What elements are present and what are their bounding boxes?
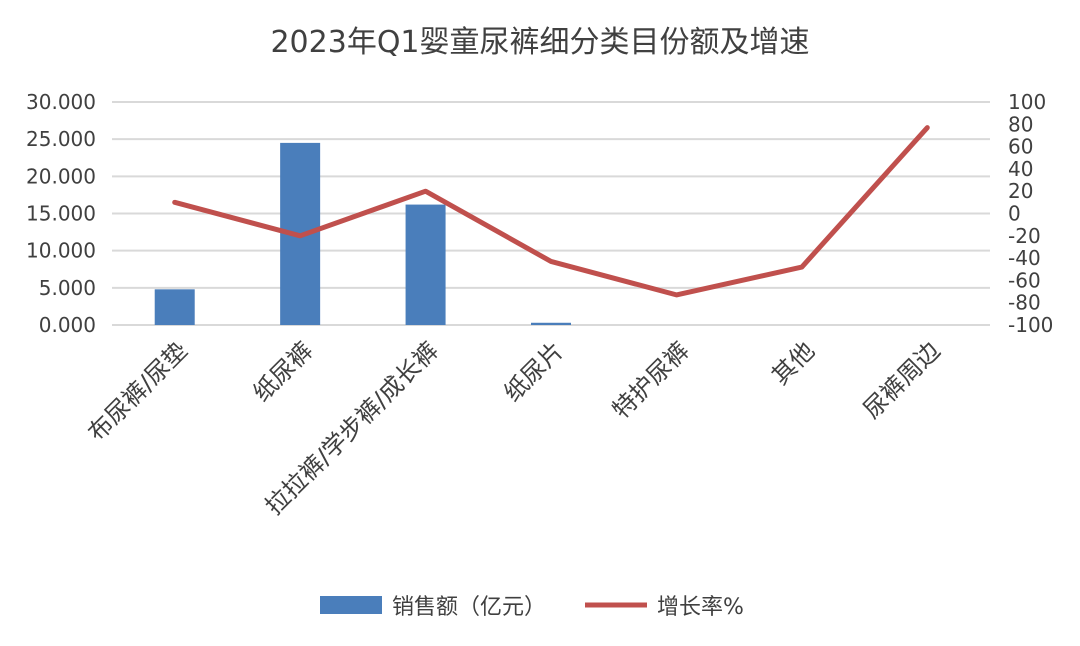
right-axis-tick-label: 20: [1008, 179, 1033, 203]
legend-line-label: 增长率%: [657, 595, 744, 620]
right-axis-tick-label: 40: [1008, 157, 1033, 181]
right-axis-tick-label: -80: [1008, 291, 1041, 315]
left-axis-ticks: 0.000 5.000 10.000 15.000 20.000 25.000 30.000: [26, 90, 96, 337]
category-label: 其他: [766, 336, 820, 390]
right-axis-tick-label: 0: [1008, 202, 1021, 226]
line-series: [172, 125, 930, 298]
right-axis-tick-label: -20: [1008, 224, 1041, 248]
left-axis-tick-label: 15.000: [26, 202, 96, 226]
gridlines: [112, 101, 990, 326]
category-label: 纸尿片: [499, 336, 570, 407]
bar: [531, 322, 571, 325]
left-axis-tick-label: 30.000: [26, 90, 96, 114]
bar: [154, 289, 195, 325]
legend-bar-swatch: [320, 596, 382, 614]
category-label: 尿裤周边: [858, 336, 946, 424]
left-axis-tick-label: 20.000: [26, 164, 96, 188]
chart-title: 2023年Q1婴童尿裤细分类目份额及增速: [270, 25, 809, 60]
right-axis-tick-label: 100: [1008, 90, 1046, 114]
right-axis-tick-label: -40: [1008, 246, 1041, 270]
growth-rate-line: [172, 125, 930, 298]
left-axis-tick-label: 25.000: [26, 127, 96, 151]
category-label: 布尿裤/尿垫: [83, 336, 193, 446]
left-axis-tick-label: 10.000: [26, 239, 96, 263]
category-label: 特护尿裤: [607, 336, 695, 424]
right-axis-tick-label: 60: [1008, 135, 1033, 159]
bar-series: [154, 142, 571, 325]
bar: [405, 204, 446, 325]
legend-bar-label: 销售额（亿元）: [392, 595, 546, 620]
right-axis-tick-label: -100: [1008, 313, 1053, 337]
left-axis-tick-label: 0.000: [39, 313, 96, 337]
right-axis-tick-label: -60: [1008, 268, 1041, 292]
legend: 销售额（亿元） 增长率%: [320, 595, 744, 620]
category-label: 纸尿裤: [248, 336, 319, 407]
left-axis-tick-label: 5.000: [39, 276, 96, 300]
right-axis-tick-label: 80: [1008, 112, 1033, 136]
